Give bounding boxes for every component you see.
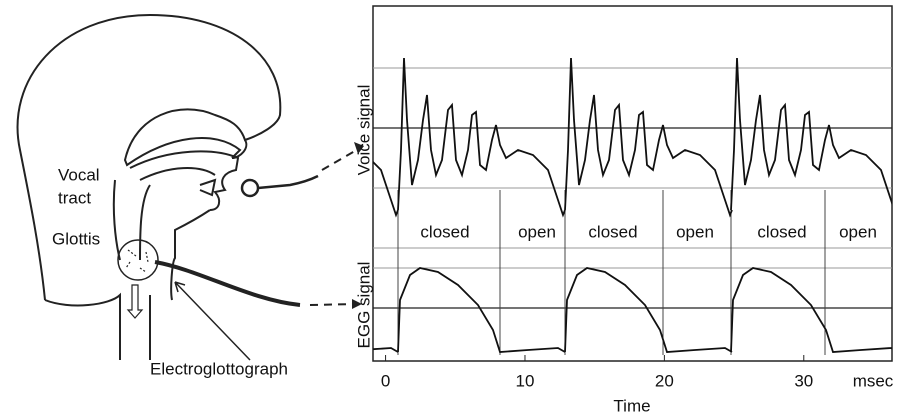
y-label: Voice signal <box>354 85 373 176</box>
glottis-label: Glottis <box>52 229 100 248</box>
phase-label: closed <box>420 222 469 241</box>
y-label: EGG signal <box>354 262 373 349</box>
vocal-tract-label: tract <box>58 188 91 207</box>
device-label: Electroglottograph <box>150 359 288 378</box>
phase-label: closed <box>588 222 637 241</box>
x-tick-label: 10 <box>516 371 535 390</box>
plot: Voice signal EGG signal msec Time 0 10 20 3… <box>354 5 894 415</box>
x-tick-label: 20 <box>655 371 674 390</box>
plot-frame <box>372 5 893 362</box>
phase-label: open <box>518 222 556 241</box>
x-tick-label: 30 <box>794 371 813 390</box>
connector-arrows <box>309 147 361 306</box>
head-drawing <box>16 13 319 361</box>
phase-label: closed <box>757 222 806 241</box>
x-unit: msec <box>853 371 894 390</box>
x-tick-label: 0 <box>381 371 390 390</box>
x-label: Time <box>613 396 650 415</box>
vocal-tract-label: Vocal <box>58 165 100 184</box>
phase-label: open <box>676 222 714 241</box>
egg-waveform <box>373 267 892 353</box>
voice-waveform <box>373 57 892 218</box>
waveforms <box>373 57 892 353</box>
phase-label: open <box>839 222 877 241</box>
